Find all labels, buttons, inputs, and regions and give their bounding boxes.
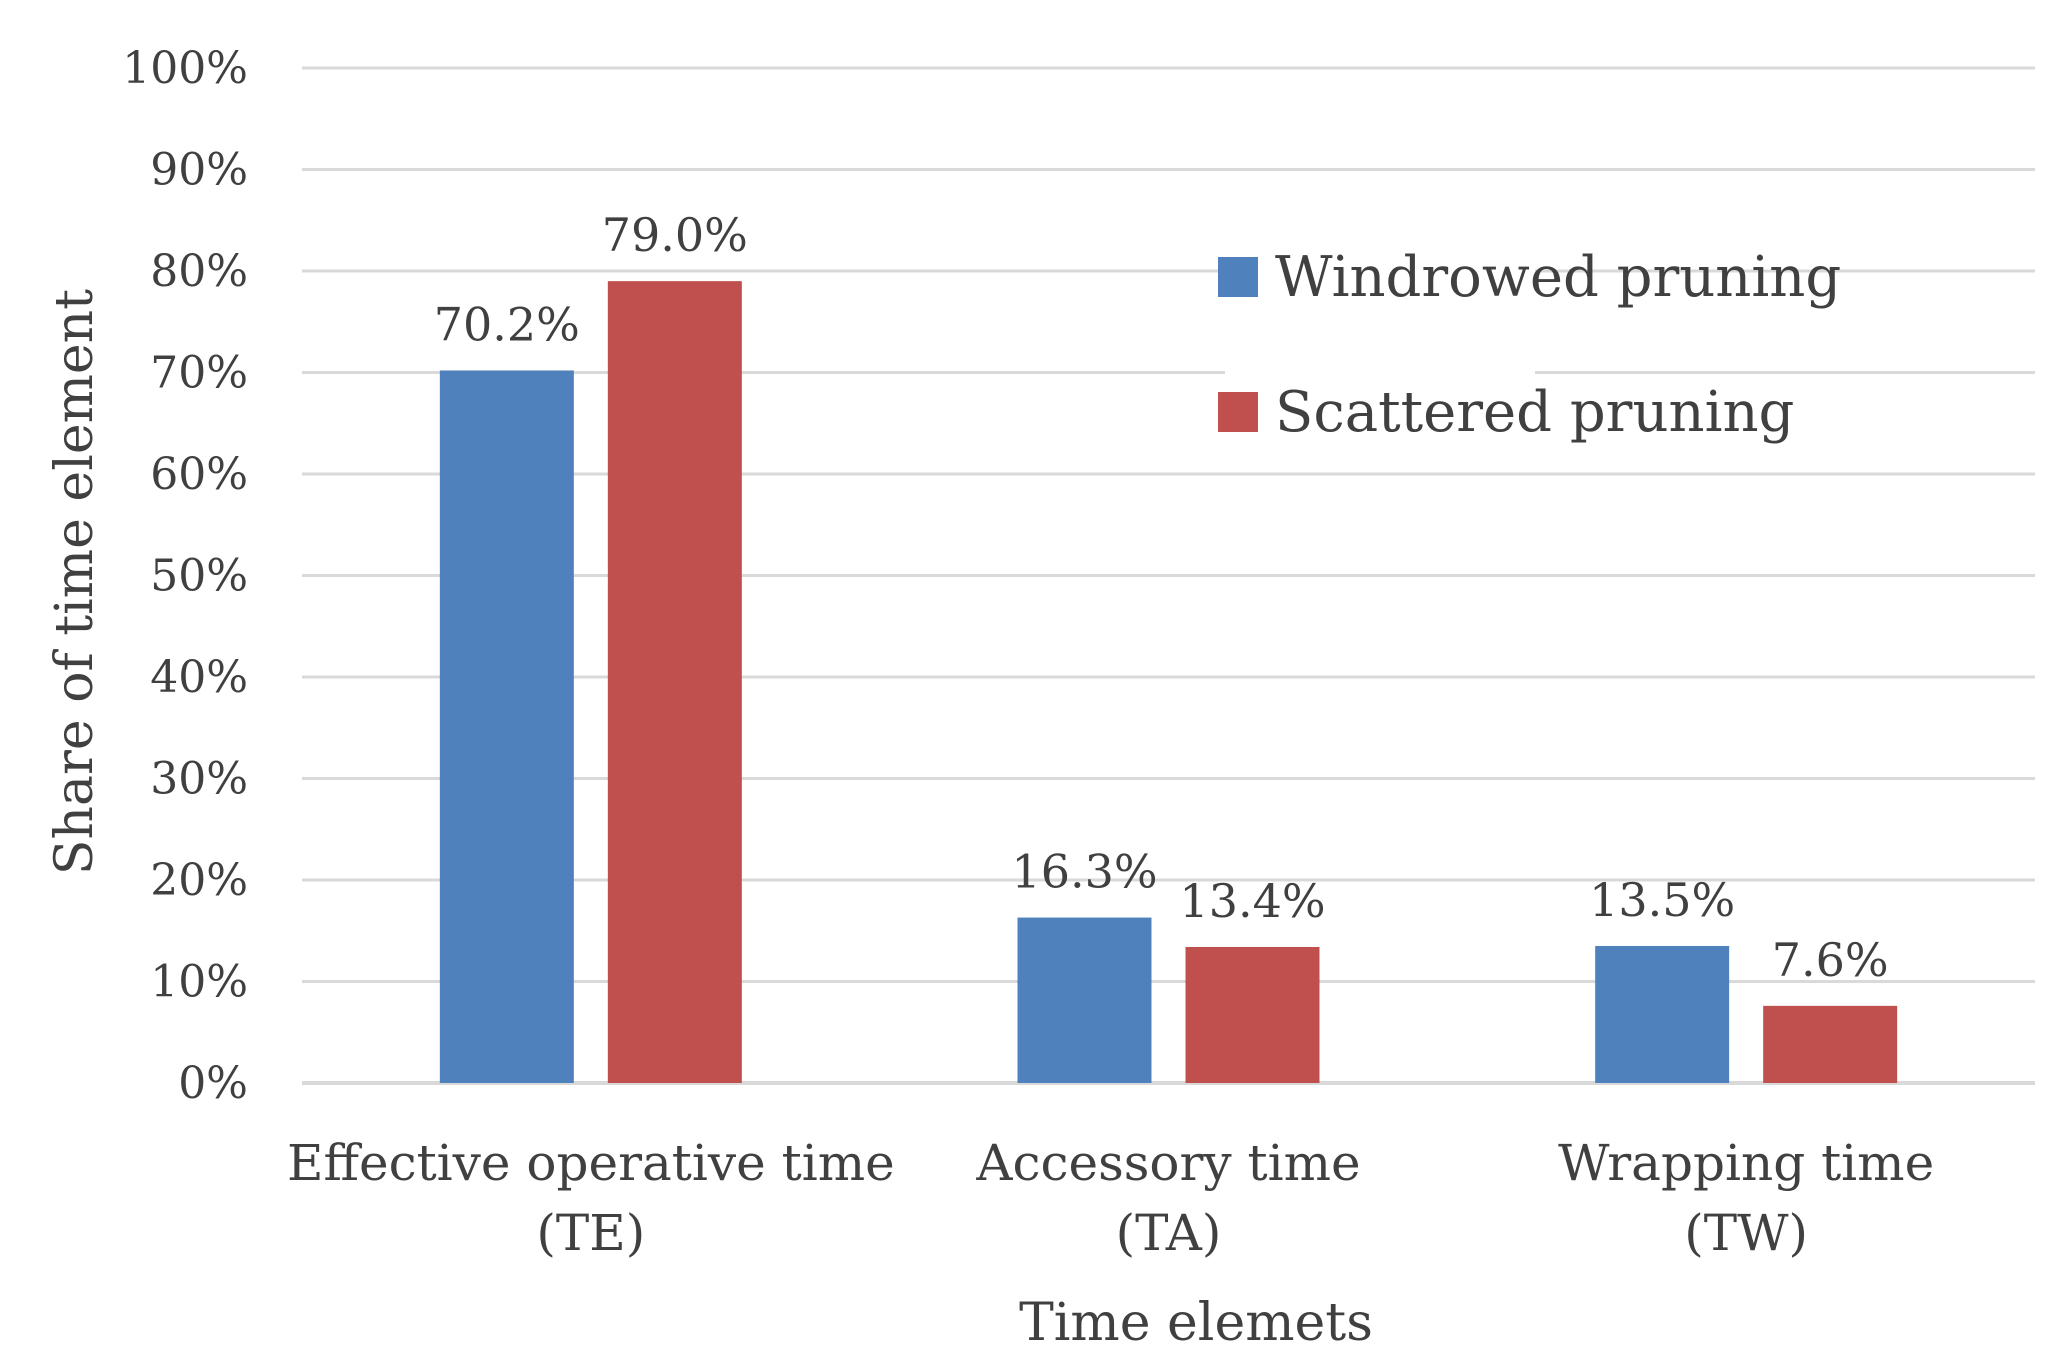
- legend: Windrowed pruning Scattered pruning: [1218, 225, 1841, 465]
- data-label-scattered: 7.6%: [1772, 933, 1889, 987]
- data-label-windrowed: 16.3%: [1011, 845, 1157, 899]
- category-code: (TE): [536, 1204, 645, 1262]
- y-tick-label: 30%: [150, 754, 248, 805]
- bar-windrowed: [1595, 945, 1730, 1083]
- y-tick-label: 100%: [122, 43, 248, 94]
- y-tick-label: 70%: [150, 348, 248, 399]
- gridlines: [302, 66, 2035, 1085]
- data-labels: 70.2% 79.0% 16.3% 13.4% 13.5% 7.6%: [434, 208, 1889, 987]
- y-tick-label: 80%: [150, 246, 248, 297]
- legend-background: [1225, 225, 1535, 465]
- y-tick-label: 50%: [150, 551, 248, 602]
- legend-label-windrowed: Windrowed pruning: [1275, 245, 1841, 310]
- y-tick-label: 0%: [178, 1058, 248, 1109]
- category-label: Accessory time: [975, 1134, 1360, 1192]
- category-label: Effective operative time: [287, 1134, 895, 1192]
- bar-scattered: [1763, 1005, 1898, 1083]
- y-tick-label: 60%: [150, 449, 248, 500]
- x-axis-categories: Effective operative time (TE) Accessory ti…: [287, 1134, 1934, 1262]
- y-tick-label: 10%: [150, 957, 248, 1008]
- bar-windrowed: [1017, 917, 1152, 1083]
- y-axis-title: Share of time element: [45, 289, 105, 875]
- bar-scattered: [607, 281, 742, 1083]
- category-label: Wrapping time: [1558, 1134, 1934, 1192]
- bar-windrowed: [439, 370, 574, 1084]
- legend-label-scattered: Scattered pruning: [1275, 380, 1794, 445]
- y-tick-label: 20%: [150, 855, 248, 906]
- x-axis-title: Time elemets: [1019, 1293, 1373, 1353]
- legend-swatch-scattered: [1218, 392, 1258, 432]
- y-tick-label: 40%: [150, 652, 248, 703]
- bars: [439, 281, 1898, 1084]
- category-code: (TW): [1684, 1204, 1808, 1262]
- bar-scattered: [1185, 946, 1320, 1083]
- data-label-windrowed: 70.2%: [434, 297, 580, 351]
- data-label-windrowed: 13.5%: [1589, 873, 1735, 927]
- legend-swatch-windrowed: [1218, 257, 1258, 297]
- category-code: (TA): [1116, 1204, 1222, 1262]
- data-label-scattered: 79.0%: [602, 208, 748, 262]
- y-tick-label: 90%: [150, 145, 248, 196]
- y-axis-ticks: 0% 10% 20% 30% 40% 50% 60% 70% 80% 90% 100%: [122, 43, 248, 1109]
- data-label-scattered: 13.4%: [1179, 874, 1325, 928]
